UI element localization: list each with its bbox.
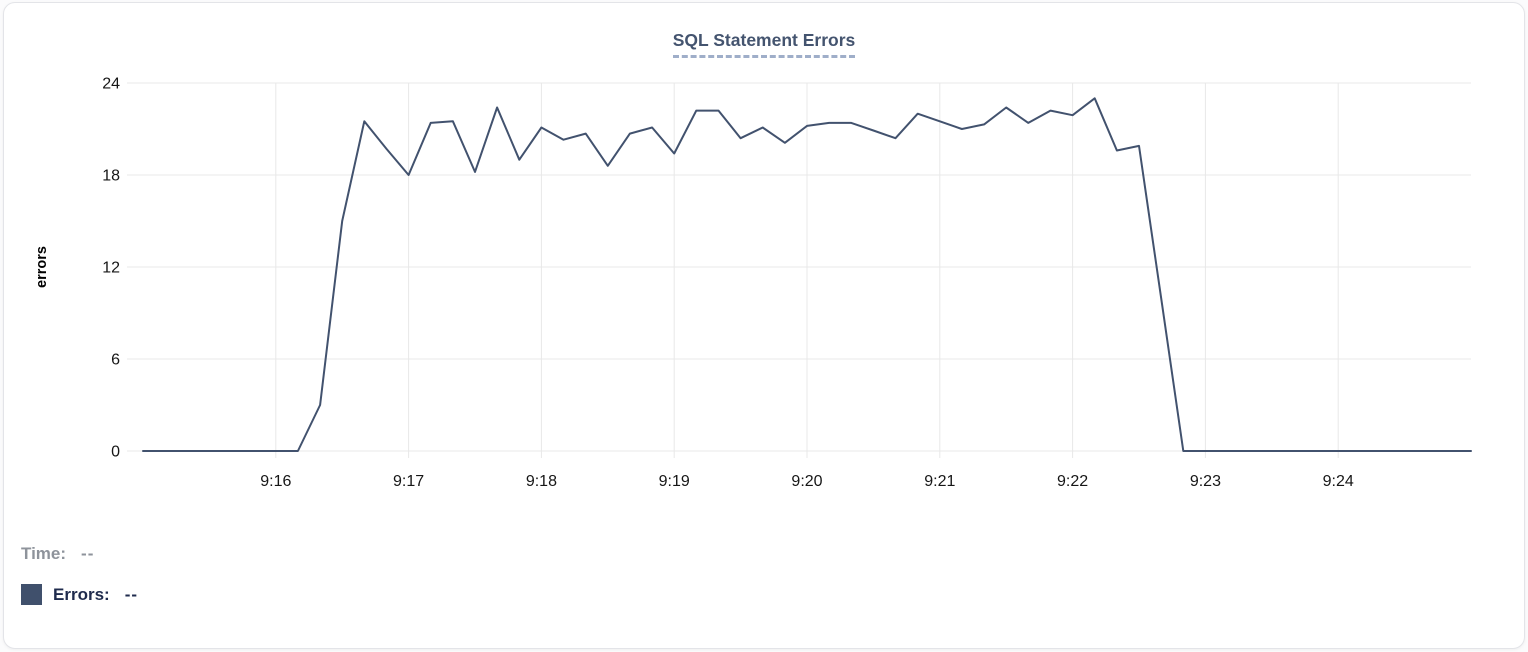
time-value: --	[81, 544, 95, 563]
time-label: Time:	[21, 544, 67, 563]
x-tick-label: 9:23	[1190, 473, 1221, 490]
y-tick-label: 0	[111, 444, 120, 461]
x-tick-label: 9:19	[659, 473, 690, 490]
y-tick-label: 6	[111, 352, 120, 369]
x-gridlines-and-labels: 9:16 9:17 9:18 9:19 9:20 9:21 9:22 9:23 9:24	[260, 83, 1354, 490]
x-tick-label: 9:22	[1057, 473, 1088, 490]
tooltip-errors-row: Errors: --	[21, 584, 138, 605]
errors-value: --	[124, 584, 139, 604]
chart-title[interactable]: SQL Statement Errors	[672, 30, 856, 58]
tooltip-time-row: Time: --	[21, 544, 94, 564]
chart-card	[3, 2, 1525, 649]
errors-line-series[interactable]	[142, 97, 1472, 452]
y-tick-label: 24	[102, 76, 120, 93]
x-tick-label: 9:21	[924, 473, 955, 490]
chart-header: SQL Statement Errors	[0, 30, 1528, 58]
x-tick-label: 9:24	[1323, 473, 1354, 490]
x-tick-label: 9:17	[393, 473, 424, 490]
y-axis-title: errors	[34, 246, 50, 288]
x-tick-label: 9:20	[791, 473, 822, 490]
y-tick-label: 18	[102, 168, 120, 185]
x-tick-label: 9:18	[526, 473, 557, 490]
errors-series-swatch	[21, 584, 42, 605]
errors-label: Errors:	[53, 584, 110, 604]
y-gridlines-and-labels: 0 6 12 18 24	[102, 76, 1471, 461]
x-tick-label: 9:16	[260, 473, 291, 490]
y-tick-label: 12	[102, 260, 120, 277]
